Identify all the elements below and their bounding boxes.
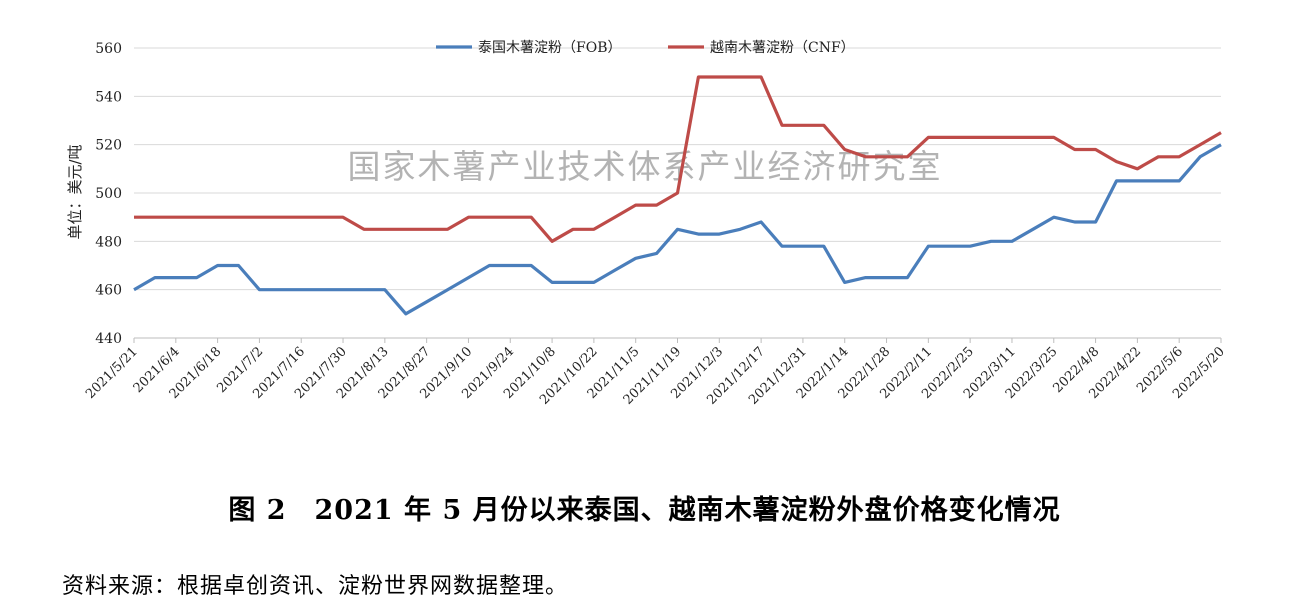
legend-label: 泰国木薯淀粉（FOB） [478,40,621,56]
x-axis: 2021/5/212021/6/42021/6/182021/7/22021/7… [83,338,1228,408]
x-tick-label: 2021/5/21 [83,344,141,402]
y-tick-label: 460 [95,283,122,299]
y-axis-label: 单位：美元/吨 [66,144,84,239]
legend-label: 越南木薯淀粉（CNF） [710,40,855,56]
y-tick-label: 440 [95,331,122,347]
source-note: 资料来源：根据卓创资讯、淀粉世界网数据整理。 [62,574,569,599]
y-tick-label: 520 [95,138,122,154]
series-lines [133,75,1222,316]
y-tick-label: 500 [95,186,122,202]
legend: 泰国木薯淀粉（FOB） 越南木薯淀粉（CNF） [436,40,855,56]
series-line-thailand-fob [133,143,1222,316]
line-chart: 440 460 480 500 520 540 560 2021/5/212021/6/42… [66,40,1228,408]
watermark: 国家木薯产业技术体系产业经济研究室 [348,147,943,186]
y-tick-label: 560 [95,41,122,57]
y-tick-label: 540 [95,89,122,105]
y-tick-label: 480 [95,234,122,250]
y-axis-ticks: 440 460 480 500 520 540 560 [95,41,122,347]
figure-caption: 图 2 2021 年 5 月份以来泰国、越南木薯淀粉外盘价格变化情况 [228,495,1061,526]
series-line-vietnam-cnf [134,75,1222,243]
